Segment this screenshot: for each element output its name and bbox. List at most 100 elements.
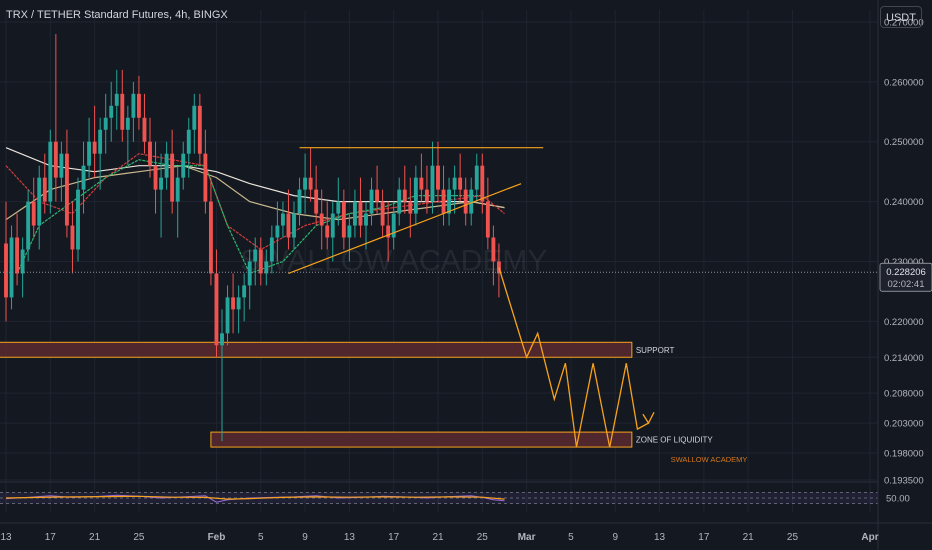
candle-body	[352, 201, 357, 226]
time-tick-label: 25	[133, 532, 145, 543]
candle-body	[341, 201, 346, 238]
candle-body	[37, 177, 42, 226]
candle-body	[247, 261, 252, 286]
price-tick-label: 0.230000	[884, 257, 924, 268]
candle-body	[236, 297, 241, 310]
candle-body	[447, 189, 452, 214]
candle-body	[253, 249, 258, 262]
liquidity-label: ZONE OF LIQUIDITY	[636, 436, 714, 445]
candle-body	[325, 225, 330, 238]
countdown-label: 02:02:41	[888, 279, 925, 290]
candle-body	[4, 243, 8, 298]
time-tick-label: 5	[568, 532, 574, 543]
candle-body	[114, 93, 119, 106]
candle-body	[286, 213, 291, 238]
candle-body	[42, 177, 47, 202]
candle-body	[292, 213, 296, 238]
candle-body	[81, 165, 86, 190]
candle-body	[120, 93, 125, 130]
candle-body	[402, 189, 407, 202]
candle-body	[214, 273, 219, 346]
time-tick-label: 17	[388, 532, 400, 543]
candle-body	[131, 93, 136, 118]
price-tick-label: 0.203000	[884, 419, 924, 430]
candle-body	[419, 177, 424, 190]
candle-body	[458, 177, 463, 190]
candle-body	[275, 225, 280, 238]
candle-body	[380, 201, 385, 226]
time-tick-label: Mar	[518, 532, 536, 543]
candle-body	[375, 189, 380, 202]
candle-body	[103, 117, 108, 130]
candle-body	[269, 237, 274, 262]
candle-body	[26, 201, 31, 250]
ma-line	[5, 147, 505, 209]
candle-body	[225, 297, 230, 334]
candle-body	[308, 177, 313, 190]
time-tick-label: 17	[698, 532, 710, 543]
time-tick-label: 9	[612, 532, 618, 543]
candle-body	[142, 117, 147, 142]
time-tick-label: 13	[344, 532, 356, 543]
candle-body	[264, 261, 269, 274]
candle-body	[336, 201, 341, 214]
price-tick-label: 0.220000	[884, 317, 924, 328]
candle-body	[192, 105, 197, 130]
time-tick-label: 5	[258, 532, 264, 543]
candle-body	[87, 141, 92, 166]
candle-body	[280, 213, 285, 226]
time-tick-label: 21	[432, 532, 444, 543]
time-tick-label: 13	[654, 532, 666, 543]
candle-body	[31, 201, 36, 226]
candle-body	[197, 105, 202, 154]
candle-body	[53, 141, 58, 178]
candle-body	[386, 225, 391, 238]
credit-text: SWALLOW ACADEMY	[671, 455, 748, 464]
candle-body	[424, 189, 429, 202]
candle-body	[314, 189, 319, 214]
candle-body	[148, 141, 152, 166]
candle-body	[330, 213, 335, 238]
candle-body	[231, 297, 236, 310]
time-tick-label: Apr	[861, 532, 878, 543]
time-tick-label: 25	[477, 532, 489, 543]
last-price-badge	[879, 262, 932, 292]
candle-body	[436, 165, 440, 190]
candle-body	[347, 225, 352, 238]
candle-body	[430, 165, 435, 202]
candle-body	[181, 153, 186, 178]
candle-body	[64, 153, 69, 226]
candle-body	[258, 249, 263, 274]
candle-body	[186, 129, 191, 154]
support-zone	[0, 341, 633, 358]
candle-body	[48, 141, 53, 202]
candle-body	[15, 237, 20, 274]
last-price-label: 0.228206	[886, 267, 926, 278]
candle-body	[408, 201, 413, 214]
price-tick-label: 0.214000	[884, 353, 924, 364]
candle-body	[92, 141, 97, 154]
chart-title: TRX / TETHER Standard Futures, 4h, BINGX	[6, 9, 228, 21]
candle-body	[76, 189, 80, 250]
candle-body	[397, 189, 402, 214]
price-tick-label: 0.208000	[884, 389, 924, 400]
candle-body	[480, 165, 485, 202]
candle-body	[358, 201, 363, 226]
candle-body	[297, 189, 302, 214]
candle-body	[153, 165, 158, 190]
projection-path	[498, 267, 655, 448]
currency-button[interactable]: USDT	[880, 6, 922, 28]
candle-body	[175, 177, 180, 202]
candle-body	[364, 213, 368, 226]
candle-body	[20, 249, 25, 274]
candle-body	[485, 201, 490, 238]
candle-body	[125, 117, 130, 130]
time-tick-label: 21	[89, 532, 101, 543]
trendline	[288, 183, 522, 274]
time-tick-label: Feb	[208, 532, 226, 543]
candle-body	[452, 177, 457, 190]
price-tick-label: 0.240000	[884, 197, 924, 208]
candle-body	[242, 285, 247, 298]
time-tick-label: 21	[743, 532, 755, 543]
